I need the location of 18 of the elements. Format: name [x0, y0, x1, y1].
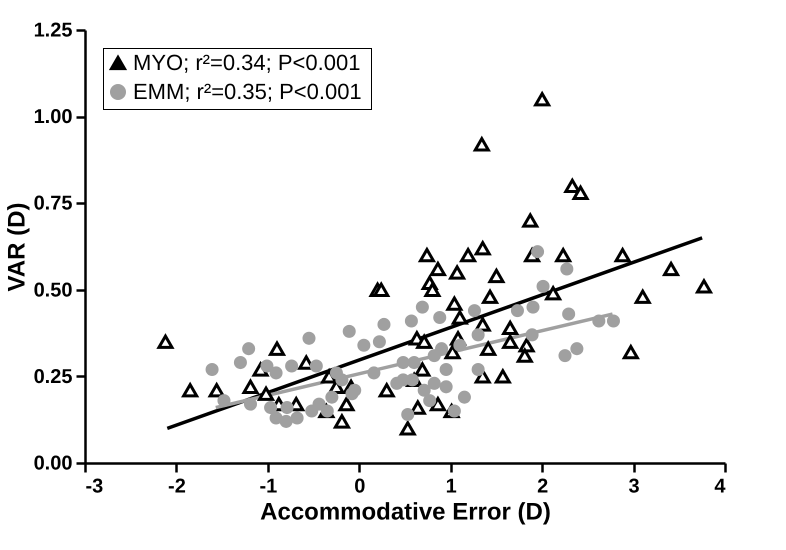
y-tick-label: 0.25	[34, 366, 72, 388]
x-tick-label: 2	[537, 476, 548, 498]
x-tick-label: -3	[86, 476, 104, 498]
y-tick-label: 0.00	[34, 452, 72, 474]
x-tick-label: -2	[168, 476, 186, 498]
x-tick-label: 3	[628, 476, 640, 498]
x-tick-label: 1	[446, 476, 457, 498]
x-axis-title: Accommodative Error (D)	[260, 498, 551, 526]
legend-label: EMM; r²=0.35; P<0.001	[133, 79, 362, 104]
y-axis-title: VAR (D)	[4, 202, 31, 292]
y-tick-label: 1.25	[34, 20, 72, 42]
x-tick-label: 0	[354, 476, 366, 498]
y-tick-label: 1.00	[34, 106, 72, 128]
x-tick-label: 4	[714, 476, 726, 498]
y-tick-label: 0.75	[34, 192, 72, 215]
legend-label: MYO; r²=0.34; P<0.001	[133, 50, 360, 75]
y-tick-label: 0.50	[34, 279, 72, 302]
x-tick-label: -1	[259, 476, 278, 498]
